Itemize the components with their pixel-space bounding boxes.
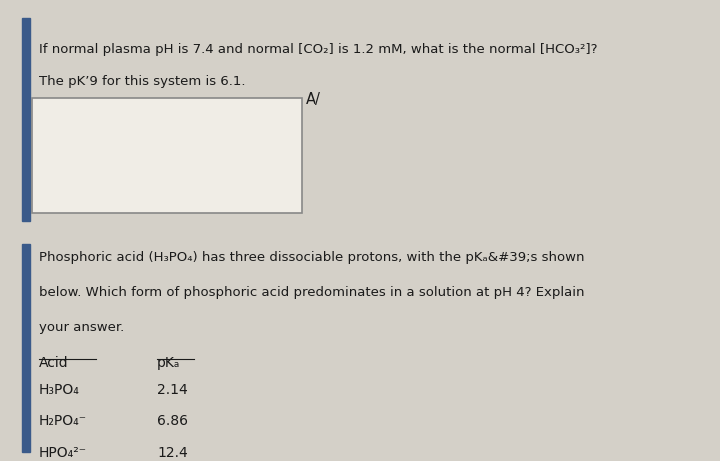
Text: 12.4: 12.4: [157, 445, 188, 460]
Text: HPO₄²⁻: HPO₄²⁻: [39, 445, 86, 460]
Text: H₂PO₄⁻: H₂PO₄⁻: [39, 414, 86, 428]
Text: The pK’9 for this system is 6.1.: The pK’9 for this system is 6.1.: [39, 75, 245, 88]
Text: below. Which form of phosphoric acid predominates in a solution at pH 4? Explain: below. Which form of phosphoric acid pre…: [39, 286, 584, 299]
Bar: [22, 18, 30, 221]
FancyBboxPatch shape: [32, 98, 302, 213]
Text: 6.86: 6.86: [157, 414, 188, 428]
Text: If normal plasma pH is 7.4 and normal [CO₂] is 1.2 mM, what is the normal [HCO₃²: If normal plasma pH is 7.4 and normal [C…: [39, 43, 597, 56]
Bar: [22, 244, 30, 452]
Text: A/: A/: [306, 92, 320, 107]
Text: your answer.: your answer.: [39, 321, 124, 334]
Text: Acid: Acid: [39, 356, 68, 370]
Text: Phosphoric acid (H₃PO₄) has three dissociable protons, with the pKₐ&#39;s shown: Phosphoric acid (H₃PO₄) has three dissoc…: [39, 251, 584, 264]
Text: 2.14: 2.14: [157, 384, 188, 397]
Text: H₃PO₄: H₃PO₄: [39, 384, 79, 397]
Text: pKₐ: pKₐ: [157, 356, 180, 370]
